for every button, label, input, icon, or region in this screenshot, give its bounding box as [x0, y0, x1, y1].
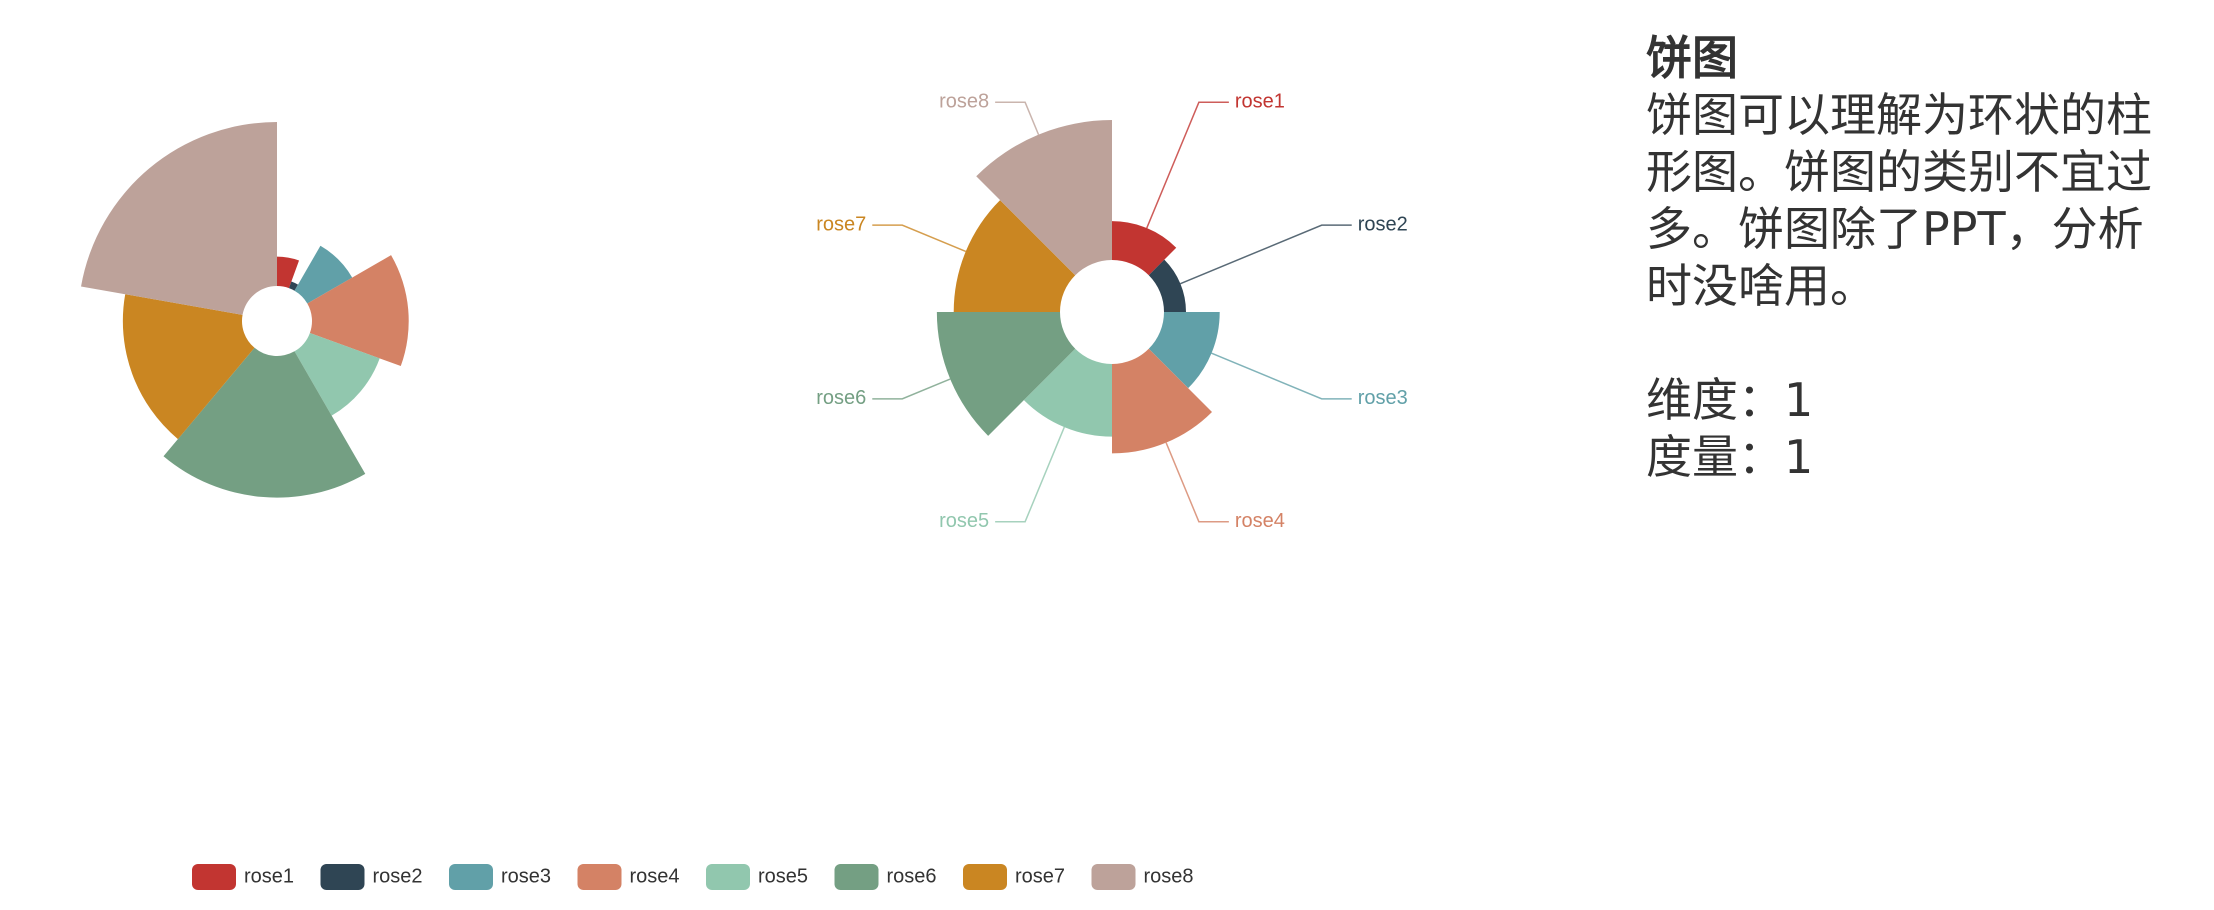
rose-sector [1023, 348, 1112, 437]
legend-swatch [1091, 864, 1136, 890]
rose-sector [1112, 348, 1213, 454]
legend-swatch [320, 864, 365, 890]
label-line [872, 378, 951, 400]
legend-label: rose3 [501, 865, 551, 887]
slice-label: rose3 [1358, 387, 1408, 409]
panel-dimension: 维度：1 [1646, 373, 1814, 427]
slice-label: rose2 [1358, 213, 1408, 235]
panel-body: 饼图可以理解为环状的柱形图。饼图的类别不宜过多。饼图除了PPT，分析时没啥用。 [1646, 88, 2152, 313]
label-line [1146, 101, 1229, 229]
rose-sector [936, 312, 1076, 436]
legend-swatch [449, 864, 493, 890]
legend-label: rose1 [244, 865, 294, 887]
rose-sector [81, 122, 277, 315]
legend-label: rose7 [1015, 865, 1065, 887]
panel-measure: 度量：1 [1646, 430, 1814, 484]
slice-label: rose7 [816, 213, 866, 235]
legend-swatch [963, 864, 1007, 890]
rose-sector [294, 332, 380, 416]
rose-sector [1148, 259, 1186, 312]
slice-label: rose5 [939, 510, 989, 532]
rose-sector [307, 255, 409, 367]
legend-swatch [834, 864, 879, 890]
rose-sector [277, 256, 300, 289]
label-line [995, 426, 1066, 523]
rose-sector [122, 294, 255, 440]
rose-sector [1148, 312, 1220, 389]
rose-sector [294, 245, 353, 304]
rose-sector [163, 347, 366, 498]
label-line [1211, 352, 1352, 400]
legend-label: rose6 [887, 865, 937, 887]
rose-sector [1112, 221, 1177, 276]
text-panel: 饼图 饼图可以理解为环状的柱形图。饼图的类别不宜过多。饼图除了PPT，分析时没啥… [1646, 30, 2166, 486]
rose-sector [953, 200, 1076, 312]
slice-label: rose8 [939, 91, 989, 113]
rose-sector [288, 281, 298, 291]
legend-label: rose5 [758, 865, 808, 887]
label-line [1165, 442, 1229, 523]
legend-label: rose8 [1144, 865, 1194, 887]
label-line [872, 224, 967, 253]
legend-swatch [192, 864, 236, 890]
slice-label: rose4 [1235, 510, 1285, 532]
legend-swatch [577, 864, 622, 890]
legend-label: rose4 [630, 865, 680, 887]
rose-sector [976, 120, 1112, 276]
legend-swatch [706, 864, 750, 890]
label-line [995, 101, 1040, 135]
spacer [1646, 315, 2166, 372]
panel-title: 饼图 [1646, 31, 1738, 85]
legend-label: rose2 [373, 865, 423, 887]
slice-label: rose6 [816, 387, 866, 409]
label-line [1180, 224, 1352, 285]
slice-label: rose1 [1235, 91, 1285, 113]
